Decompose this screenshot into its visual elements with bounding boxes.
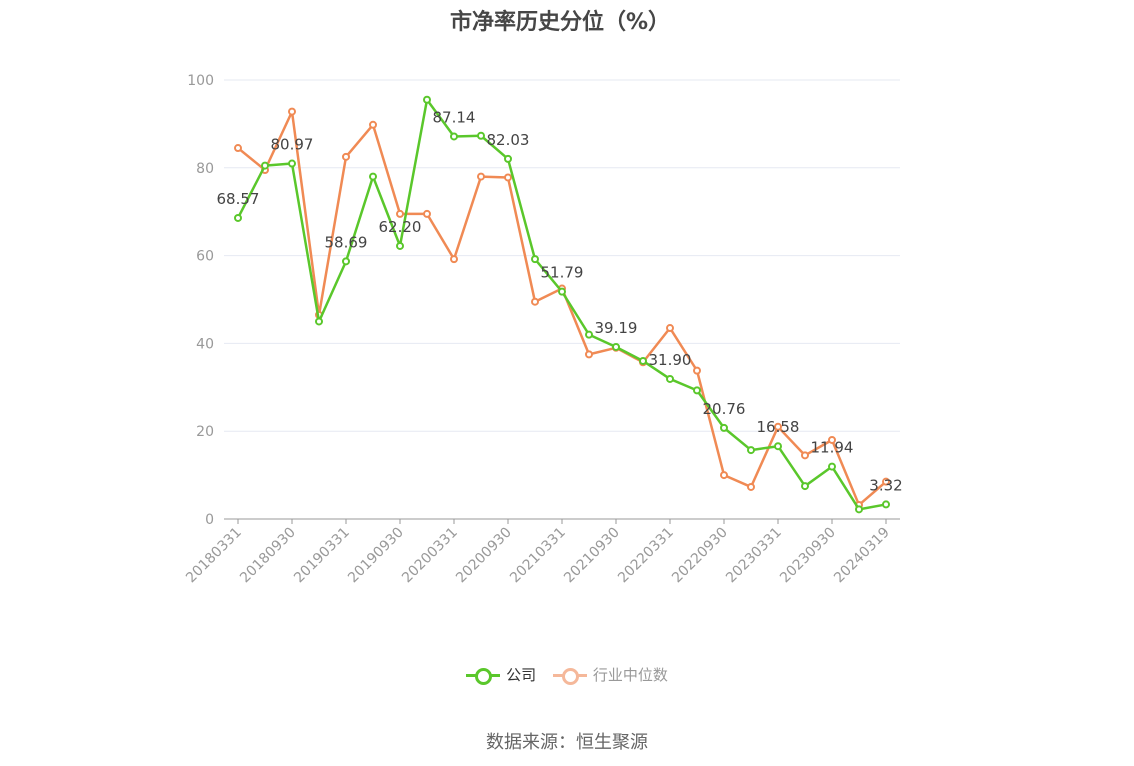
data-label: 16.58 <box>757 418 800 436</box>
point-company <box>342 257 350 266</box>
point-company <box>261 161 269 170</box>
series <box>234 95 890 514</box>
legend: 公司 行业中位数 <box>0 664 1134 687</box>
legend-item-company[interactable]: 公司 <box>466 664 536 685</box>
point-industry <box>585 350 593 359</box>
point-industry <box>531 297 539 306</box>
point-industry <box>477 172 485 181</box>
y-tick-label: 20 <box>196 424 214 440</box>
data-label: 87.14 <box>433 108 476 126</box>
x-tick-label: 20230930 <box>777 525 839 587</box>
x-tick-label: 20220331 <box>615 525 677 587</box>
point-company <box>801 482 809 491</box>
point-company <box>747 446 755 455</box>
series-line-company <box>236 98 887 511</box>
y-tick-label: 100 <box>187 73 214 89</box>
point-company <box>531 255 539 264</box>
chart-title: 市净率历史分位（%） <box>449 10 671 35</box>
point-company <box>396 241 404 250</box>
legend-company-marker-icon <box>466 667 501 685</box>
point-company <box>504 154 512 163</box>
data-label: 3.32 <box>869 476 902 494</box>
data-label: 80.97 <box>271 136 314 154</box>
point-company <box>612 342 620 351</box>
point-industry <box>504 173 512 182</box>
data-label: 82.03 <box>487 131 530 149</box>
point-company <box>720 423 728 432</box>
data-labels: 68.57 80.97 58.69 62.20 87.14 82.03 51.79 39.19… <box>217 108 903 494</box>
data-label: 11.94 <box>811 439 854 457</box>
point-company <box>774 442 782 451</box>
point-company <box>315 317 323 326</box>
point-industry <box>774 422 782 431</box>
point-industry <box>396 209 404 218</box>
point-industry <box>369 120 377 129</box>
point-industry <box>423 209 431 218</box>
x-tick-label: 20230331 <box>723 525 785 587</box>
point-industry <box>288 107 296 116</box>
point-company <box>828 462 836 471</box>
source-note: 数据来源：恒生聚源 <box>486 732 648 753</box>
y-tick-label: 60 <box>196 249 214 265</box>
point-company <box>639 356 647 365</box>
x-tick-label: 20200930 <box>453 525 515 587</box>
point-company <box>882 500 890 509</box>
legend-industry-label: 行业中位数 <box>592 666 668 684</box>
point-industry <box>450 255 458 264</box>
point-company <box>855 505 863 514</box>
point-industry <box>801 451 809 460</box>
data-label: 39.19 <box>595 319 638 337</box>
y-tick-label: 0 <box>205 512 214 528</box>
point-company <box>234 213 242 222</box>
data-label: 51.79 <box>541 264 584 282</box>
x-tick-label: 20240319 <box>831 525 893 587</box>
data-label: 20.76 <box>703 400 746 418</box>
x-tick-label: 20220930 <box>669 525 731 587</box>
point-industry <box>342 152 350 161</box>
point-company <box>558 287 566 296</box>
x-tick-label: 20180331 <box>183 525 245 587</box>
point-industry <box>828 435 836 444</box>
point-industry <box>693 366 701 375</box>
x-tick-label: 20190331 <box>291 525 353 587</box>
x-tick-label: 20190930 <box>345 525 407 587</box>
legend-industry-marker-icon <box>552 667 587 685</box>
point-company <box>693 386 701 395</box>
point-company <box>423 95 431 104</box>
x-tick-label: 20180930 <box>237 525 299 587</box>
legend-item-industry[interactable]: 行业中位数 <box>552 664 668 685</box>
x-tick-label: 20210930 <box>561 525 623 587</box>
point-company <box>288 159 296 168</box>
point-industry <box>747 482 755 491</box>
x-tick-label: 20210331 <box>507 525 569 587</box>
grid-lines <box>224 79 900 432</box>
point-company <box>369 172 377 181</box>
point-company <box>666 374 674 383</box>
point-industry <box>234 144 242 153</box>
point-industry <box>666 324 674 333</box>
legend-company-label: 公司 <box>506 666 537 684</box>
y-tick-label: 80 <box>196 161 214 177</box>
point-company <box>477 131 485 140</box>
point-industry <box>882 477 890 486</box>
x-tick-label: 20200331 <box>399 525 461 587</box>
data-label: 62.20 <box>379 218 422 236</box>
data-label: 68.57 <box>217 190 260 208</box>
point-company <box>450 132 458 141</box>
y-tick-label: 40 <box>196 336 214 352</box>
data-label: 58.69 <box>325 233 368 251</box>
point-company <box>585 330 593 339</box>
data-label: 31.90 <box>649 351 692 369</box>
series-line-industry <box>237 110 887 507</box>
point-industry <box>720 471 728 480</box>
